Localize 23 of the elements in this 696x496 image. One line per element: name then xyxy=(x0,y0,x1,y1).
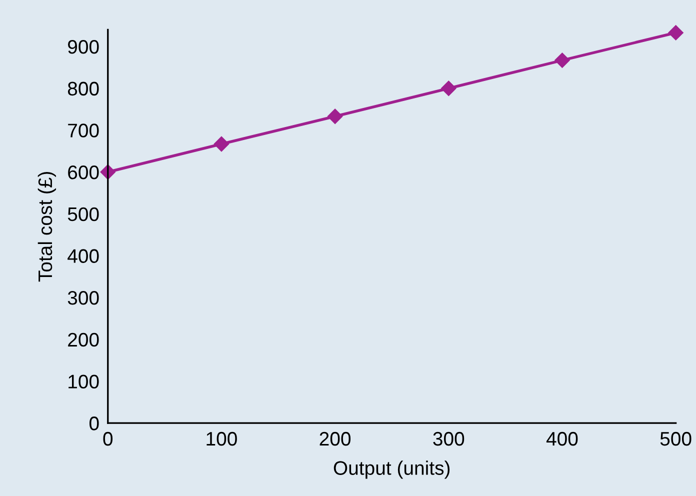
x-tick-label: 200 xyxy=(320,432,351,446)
point xyxy=(554,52,570,68)
x-axis-title: Output (units) xyxy=(334,460,450,479)
point xyxy=(214,136,230,152)
x-tick-label: 0 xyxy=(103,432,113,446)
y-tick-label: 100 xyxy=(68,374,99,388)
point xyxy=(327,108,343,124)
y-axis-title: Total cost (£) xyxy=(38,172,56,282)
x-tick-label: 500 xyxy=(660,432,692,446)
x-tick-label: 300 xyxy=(433,432,464,446)
y-tick-label: 600 xyxy=(68,165,99,180)
y-tick-label: 500 xyxy=(68,207,99,222)
x-tick-label: 100 xyxy=(206,432,237,446)
x-tick-label: 400 xyxy=(546,432,578,446)
y-tick-label: 400 xyxy=(68,249,99,263)
y-tick-label: 0 xyxy=(89,416,99,430)
y-tick-label: 200 xyxy=(68,332,99,347)
y-tick-label: 900 xyxy=(68,40,99,54)
point xyxy=(668,25,684,40)
y-tick-label: 800 xyxy=(68,82,99,96)
point xyxy=(441,80,456,96)
y-tick-label: 300 xyxy=(68,291,99,305)
y-tick-label: 700 xyxy=(68,124,99,138)
